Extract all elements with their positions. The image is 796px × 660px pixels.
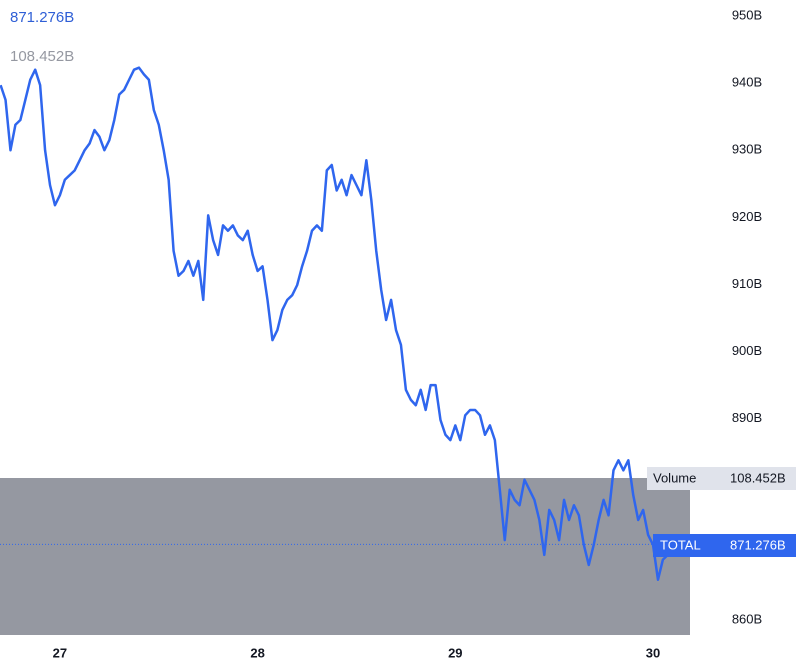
- total-tag-name: TOTAL: [660, 537, 701, 552]
- x-tick-label: 30: [646, 645, 660, 660]
- x-tick-label: 28: [250, 645, 264, 660]
- y-tick-label: 910B: [732, 276, 762, 291]
- y-tick-label: 890B: [732, 410, 762, 425]
- last-value: 871.276B: [10, 9, 74, 26]
- x-tick-label: 29: [448, 645, 462, 660]
- y-tick-label: 920B: [732, 209, 762, 224]
- y-tick-label: 860B: [732, 611, 762, 626]
- volume-tag: [647, 467, 796, 490]
- volume-panel: [0, 478, 690, 635]
- y-tick-label: 950B: [732, 7, 762, 22]
- y-tick-label: 930B: [732, 142, 762, 157]
- line-series: [0, 66, 684, 581]
- total-tag-value: 871.276B: [730, 537, 786, 552]
- x-tick-label: 27: [53, 645, 67, 660]
- total-tag: [653, 534, 796, 557]
- plot-layer: [0, 66, 690, 581]
- y-tick-label: 900B: [732, 343, 762, 358]
- volume-tag-value: 108.452B: [730, 470, 786, 485]
- y-tick-label: 940B: [732, 75, 762, 90]
- volume-tag-name: Volume: [653, 470, 696, 485]
- volume-value: 108.452B: [10, 48, 74, 65]
